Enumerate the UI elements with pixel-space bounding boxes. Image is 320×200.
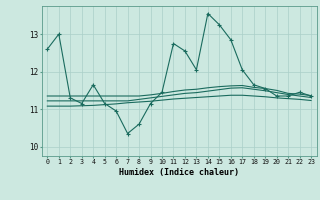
X-axis label: Humidex (Indice chaleur): Humidex (Indice chaleur): [119, 168, 239, 177]
